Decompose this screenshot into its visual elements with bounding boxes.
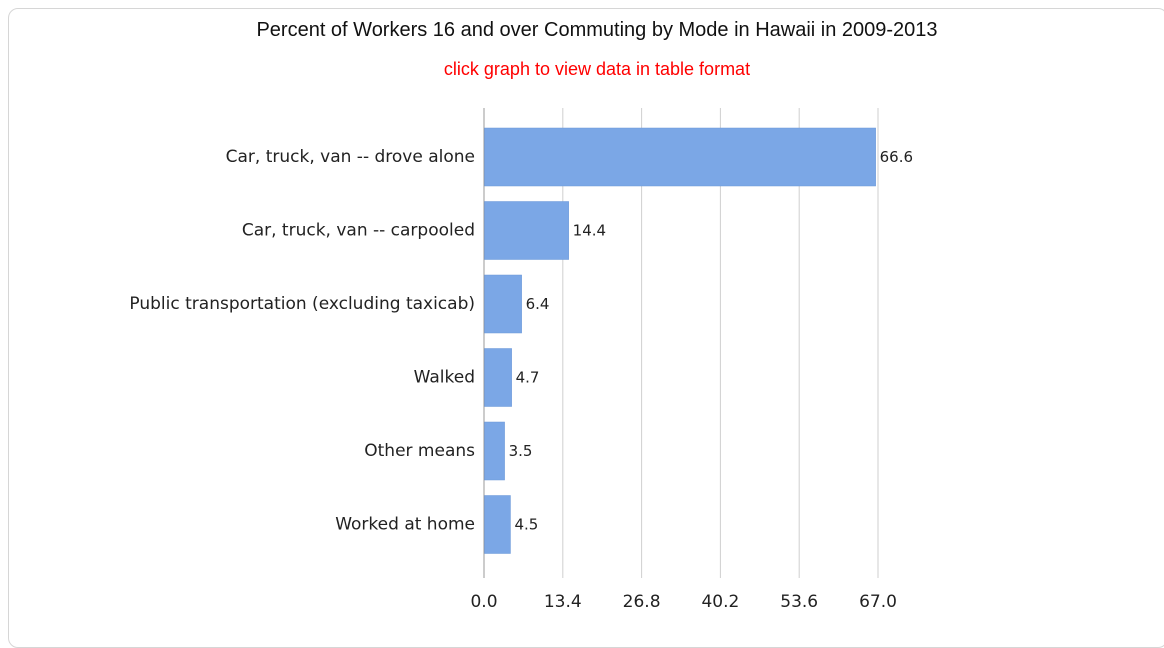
- data-label: 66.6: [880, 148, 913, 166]
- x-tick-label: 67.0: [859, 592, 897, 612]
- bar-chart[interactable]: Car, truck, van -- drove alone 66.6 Car, t…: [0, 0, 1164, 625]
- x-tick-label: 26.8: [623, 592, 661, 612]
- x-tick-label: 40.2: [701, 592, 739, 612]
- bar[interactable]: [484, 201, 569, 260]
- bar[interactable]: [484, 348, 512, 407]
- bar[interactable]: [484, 421, 505, 481]
- data-label: 3.5: [509, 442, 533, 460]
- x-tick-label: 13.4: [544, 592, 582, 612]
- category-label: Car, truck, van -- drove alone: [226, 147, 475, 167]
- bar[interactable]: [484, 274, 522, 334]
- category-label: Public transportation (excluding taxicab…: [129, 294, 475, 314]
- category-label: Car, truck, van -- carpooled: [242, 221, 475, 241]
- data-label: 6.4: [526, 295, 550, 313]
- category-label: Walked: [414, 368, 475, 388]
- x-tick-label: 0.0: [470, 592, 497, 612]
- x-tick-label: 53.6: [780, 592, 818, 612]
- chart-title: Percent of Workers 16 and over Commuting…: [256, 19, 938, 41]
- bar[interactable]: [484, 127, 876, 187]
- category-label: Worked at home: [335, 515, 475, 535]
- category-label: Other means: [364, 441, 475, 461]
- view-table-link[interactable]: click graph to view data in table format: [443, 59, 751, 79]
- data-label: 14.4: [573, 222, 606, 240]
- data-label: 4.7: [516, 369, 540, 387]
- bar[interactable]: [484, 495, 511, 554]
- data-label: 4.5: [514, 516, 538, 534]
